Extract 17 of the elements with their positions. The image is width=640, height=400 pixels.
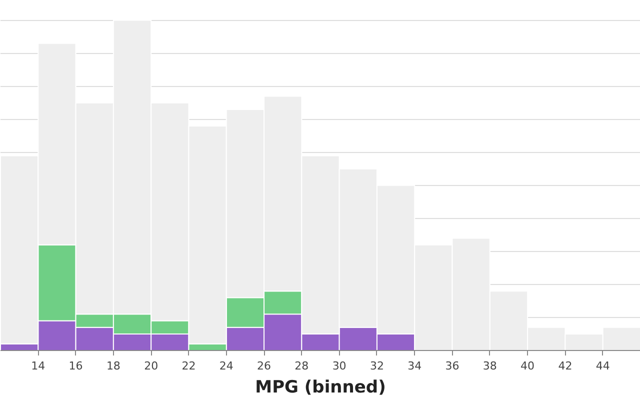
x-tick-label: 22	[182, 360, 196, 372]
x-tick-label: 34	[408, 360, 422, 372]
x-tick-label: 36	[445, 360, 460, 372]
x-tick-label: 26	[257, 360, 272, 372]
x-tick-label: 28	[294, 360, 309, 372]
x-tick-label: 44	[596, 360, 610, 372]
x-tick-label: 40	[520, 360, 535, 372]
x-tick-label: 38	[482, 360, 497, 372]
x-tick-label: 30	[332, 360, 346, 372]
x-tick-label: 24	[219, 360, 234, 372]
x-tick-label: 18	[106, 360, 120, 372]
x-tick-label: 14	[31, 360, 46, 372]
x-tick-label: 16	[68, 360, 83, 372]
x-tick-label: 42	[558, 360, 572, 372]
x-tick-label: 32	[370, 360, 384, 372]
x-tick-label: 20	[144, 360, 158, 372]
x-axis-title: MPG (binned)	[255, 378, 386, 398]
